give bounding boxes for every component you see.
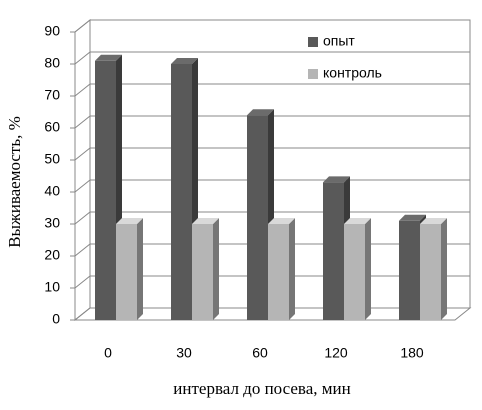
bar-top xyxy=(344,218,371,224)
bar xyxy=(399,220,420,320)
y-tick-label: 0 xyxy=(52,311,60,327)
bar-top xyxy=(192,218,219,224)
bar xyxy=(420,224,441,320)
y-tick-label: 70 xyxy=(44,87,60,103)
grid-line xyxy=(74,83,470,97)
y-axis-title: Выживаемость, % xyxy=(5,116,24,248)
bar xyxy=(344,224,365,320)
y-tick-label: 30 xyxy=(44,215,60,231)
y-tick-label: 10 xyxy=(44,279,60,295)
legend-label: контроль xyxy=(323,65,382,81)
bar-top xyxy=(171,58,198,64)
x-tick-label: 0 xyxy=(104,345,112,361)
y-tick-label: 80 xyxy=(44,55,60,71)
bar xyxy=(171,64,192,320)
bar-top xyxy=(95,54,122,61)
bar-top xyxy=(116,218,143,224)
bar-side xyxy=(365,218,371,320)
bar xyxy=(192,224,213,320)
bar xyxy=(247,115,268,320)
legend-swatch xyxy=(308,69,318,79)
x-tick-label: 120 xyxy=(324,345,348,361)
bar-top xyxy=(399,214,426,221)
grid-line xyxy=(74,19,470,33)
bar-top xyxy=(268,218,295,224)
x-tick-label: 30 xyxy=(176,345,192,361)
legend-label: опыт xyxy=(323,33,355,49)
bar xyxy=(116,224,137,320)
x-axis-title: интервал до посева, мин xyxy=(173,379,350,398)
grid-line xyxy=(74,147,470,161)
grid-line xyxy=(74,115,470,129)
x-tick-label: 180 xyxy=(400,345,424,361)
bar-top xyxy=(247,109,274,116)
y-tick-label: 40 xyxy=(44,183,60,199)
bar-top xyxy=(323,176,350,183)
legend-swatch xyxy=(308,37,318,47)
bar xyxy=(268,224,289,320)
bar xyxy=(95,60,116,321)
bar-side xyxy=(213,218,219,320)
grid-line xyxy=(74,51,470,65)
bar-side xyxy=(441,218,447,320)
bar-top xyxy=(420,218,447,224)
side-wall xyxy=(74,18,91,322)
y-tick-label: 20 xyxy=(44,247,60,263)
bar-side xyxy=(137,218,143,320)
y-tick-label: 50 xyxy=(44,151,60,167)
y-tick-label: 90 xyxy=(44,23,60,39)
bar xyxy=(323,182,344,320)
y-tick-label: 60 xyxy=(44,119,60,135)
x-tick-label: 60 xyxy=(252,345,268,361)
bar-side xyxy=(289,218,295,320)
